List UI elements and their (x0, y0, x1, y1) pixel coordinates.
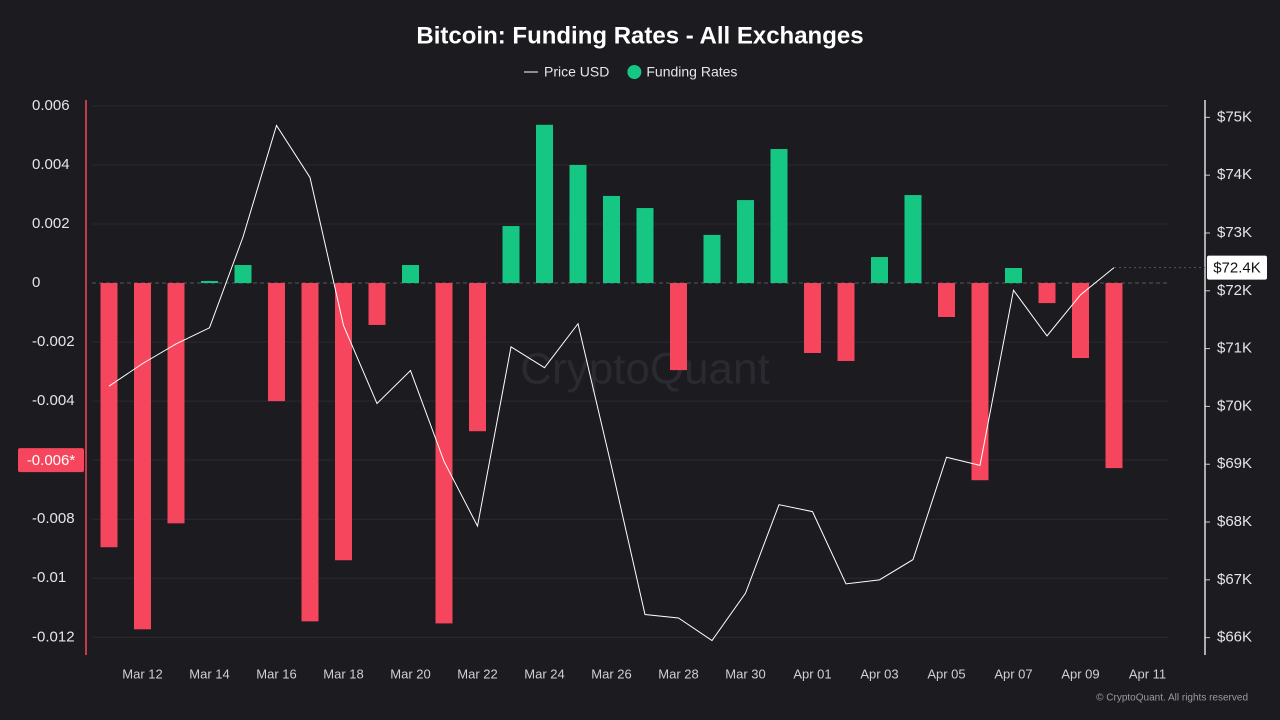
bar (469, 283, 486, 432)
y-tick-label: -0.012 (32, 628, 75, 645)
x-tick-label: Mar 20 (390, 666, 430, 681)
bar (536, 124, 553, 284)
bar (1072, 283, 1089, 359)
x-tick-label: Mar 12 (122, 666, 162, 681)
y-tick-label: -0.01 (32, 569, 66, 586)
y2-tick-label: $66K (1217, 629, 1252, 646)
y2-tick-label: $75K (1217, 108, 1252, 125)
y2-tick-label: $68K (1217, 513, 1252, 530)
bar (670, 283, 687, 371)
legend-label: Price USD (544, 64, 609, 80)
y2-tick-label: $72K (1217, 282, 1252, 299)
x-tick-label: Mar 24 (524, 666, 564, 681)
x-tick-label: Apr 07 (994, 666, 1032, 681)
bar (167, 283, 185, 524)
x-tick-label: Apr 03 (860, 666, 898, 681)
x-tick-label: Mar 28 (658, 666, 698, 681)
y-tick-label: -0.008 (32, 510, 75, 527)
y2-tick-label: $74K (1217, 166, 1252, 183)
bar (502, 226, 520, 284)
bar (402, 265, 419, 284)
bar (904, 195, 922, 284)
bar (335, 283, 352, 561)
bar (569, 164, 587, 284)
y2-tick-label: $71K (1217, 340, 1252, 357)
x-tick-label: Mar 18 (323, 666, 363, 681)
y2-tick-label: $73K (1217, 224, 1252, 241)
bar (770, 149, 788, 284)
y-tick-label: 0.006 (32, 97, 70, 114)
y-tick-label: 0.004 (32, 156, 70, 173)
bar (134, 283, 151, 630)
bar (804, 283, 821, 353)
x-tick-label: Apr 05 (927, 666, 965, 681)
bar (201, 280, 218, 284)
legend-label: Funding Rates (646, 64, 737, 80)
legend-dot (627, 65, 642, 79)
x-tick-label: Mar 26 (591, 666, 631, 681)
price-line (108, 124, 1115, 642)
bar (1005, 267, 1022, 284)
bar (871, 257, 888, 284)
chart-title: Bitcoin: Funding Rates - All Exchanges (416, 22, 863, 49)
annotation-box (1207, 255, 1267, 280)
y-tick-label: 0.002 (32, 215, 70, 232)
footer: © CryptoQuant. All rights reserved (1096, 693, 1248, 704)
y2-tick-label: $67K (1217, 571, 1252, 588)
bar (938, 283, 955, 317)
bar (971, 283, 989, 481)
x-tick-label: Apr 01 (793, 666, 831, 681)
x-tick-label: Mar 22 (457, 666, 497, 681)
bar (301, 283, 319, 622)
y-tick-label: 0 (32, 274, 40, 291)
x-tick-label: Apr 09 (1061, 666, 1099, 681)
annotation-label: -0.006* (27, 452, 76, 469)
y2-tick-label: $69K (1217, 455, 1252, 472)
bar (837, 283, 855, 361)
watermark: CryptoQuant (520, 345, 769, 394)
plot: 0.0060.0040.0020-0.002-0.004-0.006-0.008… (18, 64, 1267, 681)
bar (234, 265, 252, 284)
x-tick-label: Mar 14 (189, 666, 229, 681)
bar (737, 200, 754, 284)
bar (435, 283, 453, 624)
y-tick-label: -0.002 (32, 333, 75, 350)
bar (1105, 283, 1123, 469)
bar (1038, 283, 1056, 304)
bar (268, 283, 285, 402)
bar (368, 283, 386, 325)
x-tick-label: Mar 16 (256, 666, 296, 681)
x-tick-label: Apr 11 (1129, 666, 1166, 681)
annotation-box (18, 448, 84, 473)
bar (100, 283, 118, 548)
bar (603, 195, 620, 284)
annotation-label: $72.4K (1213, 260, 1261, 277)
y2-tick-label: $70K (1217, 397, 1252, 414)
y-tick-label: -0.004 (32, 392, 75, 409)
bar (636, 208, 654, 284)
x-tick-label: Mar 30 (725, 666, 765, 681)
bar (703, 234, 721, 284)
